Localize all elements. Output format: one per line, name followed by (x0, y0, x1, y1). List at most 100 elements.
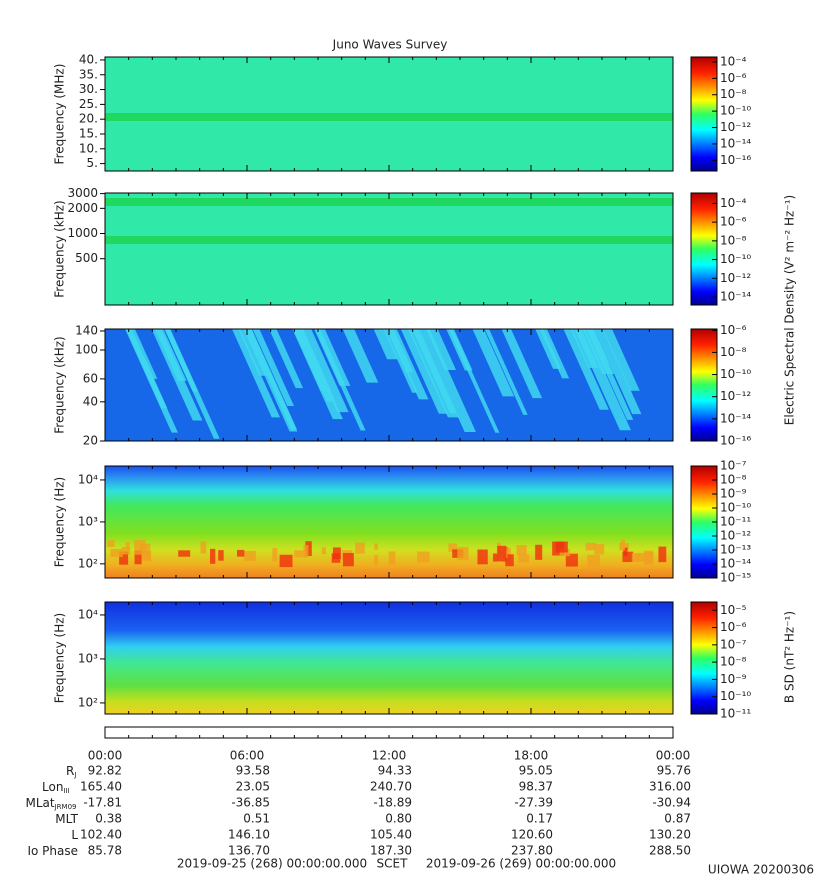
spectrogram (105, 602, 673, 714)
colorbar-tick-label: 10⁻⁶ (720, 620, 747, 634)
row-value: -36.85 (231, 796, 270, 810)
row-value: 93.58 (236, 764, 270, 778)
emission-spot (374, 543, 378, 550)
emission-spot (448, 543, 458, 552)
emission-spot (631, 553, 645, 562)
emission-streak (245, 329, 298, 430)
emission-streak (412, 329, 457, 414)
row-value: 98.37 (519, 780, 553, 794)
row-label: L (71, 828, 78, 842)
time-label: 00:00 (88, 749, 123, 763)
row-value: 0.38 (95, 812, 122, 826)
colorbar (690, 192, 718, 306)
colorbar (690, 601, 718, 715)
y-tick-label: 10² (78, 695, 98, 709)
emission-spot (555, 541, 568, 553)
row-value: 95.05 (519, 764, 553, 778)
colorbar-tick-label: 10⁻⁸ (720, 473, 747, 487)
emission-streak (238, 329, 268, 376)
colorbar (690, 328, 718, 442)
colorbar-tick-label: 10⁻⁸ (720, 233, 747, 247)
emission-spot (622, 551, 634, 563)
y-axis-label: Frequency (Hz) (53, 613, 67, 704)
row-label-sub: III (63, 787, 69, 795)
row-value: -30.94 (652, 796, 691, 810)
row-value: -18.89 (373, 796, 412, 810)
row-label-text: Lon (42, 780, 63, 794)
emission-streak (582, 329, 615, 375)
panel: 20 40 60 100 140 Frequency (kHz) 10⁻⁶ 10⁻⁸ 10⁻¹⁰… (53, 323, 752, 448)
footer-start: 2019-09-25 (268) 00:00:00.000 (177, 857, 367, 871)
emission-spot (374, 554, 378, 566)
emission-streak (231, 329, 280, 418)
emission-spot (294, 550, 307, 558)
emission-streak (593, 329, 642, 415)
y-tick-label: 35. (79, 67, 98, 81)
footer-scet: SCET (377, 857, 409, 871)
y-tick-label: 5. (87, 156, 98, 170)
colorbar-tick-label: 10⁻⁴ (720, 54, 747, 68)
emission-spot (305, 541, 312, 557)
time-label: 06:00 (230, 749, 265, 763)
emission-band (105, 113, 673, 121)
colorbar-tick-label: 10⁻¹⁵ (720, 571, 751, 585)
row-value: 92.82 (88, 764, 122, 778)
y-tick-label: 10² (78, 556, 98, 570)
y-tick-label: 10³ (78, 651, 98, 665)
row-value: 316.00 (649, 780, 691, 794)
emission-spot (107, 540, 115, 548)
colorbar-label: B SD (nT² Hz⁻¹) (783, 611, 797, 703)
y-tick-label: 140 (75, 323, 98, 337)
emission-streak (472, 329, 515, 397)
colorbar-tick-label: 10⁻⁴ (720, 196, 747, 210)
emission-spot (121, 547, 131, 555)
emission-spot (493, 553, 498, 562)
y-tick-label: 2000 (67, 201, 98, 215)
row-value: 237.80 (511, 844, 553, 858)
emission-spot (243, 550, 256, 561)
y-tick-label: 10⁴ (78, 472, 98, 486)
emission-spot (594, 544, 605, 555)
row-label-sub: J (73, 771, 76, 779)
footer-end: 2019-09-26 (269) 00:00:00.000 (426, 857, 616, 871)
row-label-text: Io Phase (27, 844, 78, 858)
y-tick-label: 10⁴ (78, 607, 98, 621)
emission-spot (119, 551, 129, 565)
colorbar-tick-label: 10⁻¹⁴ (720, 411, 751, 425)
row-value: 130.20 (649, 828, 691, 842)
colorbar-tick-label: 10⁻¹⁶ (720, 434, 751, 448)
row-value: 94.33 (378, 764, 412, 778)
row-value: 165.40 (80, 780, 122, 794)
emission-streak (602, 329, 640, 391)
emission-spot (125, 542, 130, 550)
y-tick-label: 60 (83, 371, 98, 385)
time-label: 12:00 (372, 749, 407, 763)
emission-spot (134, 540, 146, 555)
colorbar-tick-label: 10⁻¹⁰ (720, 367, 751, 381)
y-tick-label: 10. (79, 141, 98, 155)
emission-spot (218, 550, 224, 561)
row-value: 0.87 (664, 812, 691, 826)
emission-spot (388, 551, 396, 565)
colorbar-tick-label: 10⁻¹² (720, 529, 751, 543)
colorbar-tick-label: 10⁻¹⁴ (720, 557, 751, 571)
y-axis-label: Frequency (kHz) (53, 336, 67, 433)
emission-spot (535, 544, 543, 560)
emission-streak (484, 329, 528, 415)
emission-streak (501, 329, 543, 399)
colorbar-label: Electric Spectral Density (V² m⁻² Hz⁻¹) (783, 195, 797, 425)
y-tick-label: 20. (79, 112, 98, 126)
row-label: MLatJRM09 (26, 796, 77, 812)
emission-streak (151, 329, 203, 421)
row-value: 240.70 (370, 780, 412, 794)
emission-streak (426, 329, 457, 371)
time-label: 00:00 (656, 749, 691, 763)
colorbar-tick-label: 10⁻¹⁰ (720, 501, 751, 515)
y-axis-label: Frequency (Hz) (53, 477, 67, 568)
colorbar-tick-label: 10⁻⁷ (720, 637, 747, 651)
emission-spot (643, 550, 653, 565)
emission-band (105, 198, 673, 206)
row-label: LonIII (42, 780, 70, 796)
y-tick-label: 10³ (78, 514, 98, 528)
chart-title: Juno Waves Survey (332, 38, 448, 52)
